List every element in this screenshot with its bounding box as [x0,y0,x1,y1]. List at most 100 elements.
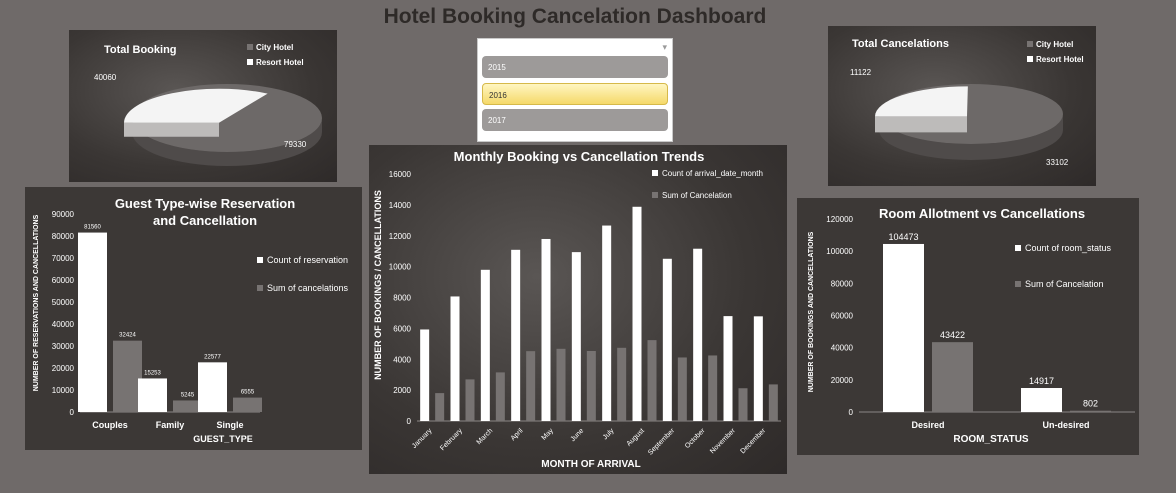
monthly-bar [662,258,672,421]
monthly-y-tick: 10000 [389,263,412,272]
monthly-x-tick: July [602,427,616,441]
guest-type-svg: Guest Type-wise Reservation and Cancellat… [33,196,349,444]
monthly-y-tick: 16000 [389,170,412,179]
guest-type-bar [233,397,262,412]
total-cancelations-title: Total Cancelations [852,38,949,50]
monthly-bar [602,225,612,421]
monthly-bar [541,238,551,421]
monthly-bar [632,206,642,421]
room-allotment-y-tick: 100000 [826,247,853,256]
total-booking-svg: Total Booking City Hotel Resort Hotel 79330… [94,43,322,166]
monthly-bar [571,252,581,421]
monthly-x-tick: May [541,427,556,442]
monthly-bar [738,388,748,421]
monthly-bar [617,347,627,421]
total-booking-data-label: 40060 [94,73,117,82]
monthly-bar [435,393,445,421]
guest-type-title: Guest Type-wise Reservation [115,196,295,211]
total-cancelations-pie-slice-resort-hotel [875,86,968,117]
guest-type-x-tick: Family [156,420,185,430]
room-allotment-y-tick: 0 [849,408,854,417]
monthly-x-tick: June [570,427,586,443]
monthly-bar [693,248,703,421]
guest-type-bar [138,378,167,412]
total-cancelations-legend-swatch [1027,41,1033,47]
monthly-bar [511,249,521,421]
room-allotment-y-tick: 80000 [831,279,854,288]
total-booking-title: Total Booking [104,44,177,56]
guest-type-y-tick: 50000 [52,298,75,307]
room-allotment-bar [883,243,924,412]
monthly-legend-swatch [652,170,658,176]
monthly-bar [753,316,763,421]
total-booking-legend-swatch [247,59,253,65]
room-allotment-data-label: 43422 [940,330,965,340]
total-cancelations-data-label: 33102 [1046,158,1069,167]
monthly-title: Monthly Booking vs Cancellation Trends [454,149,705,164]
total-cancelations-legend-label: City Hotel [1036,40,1073,49]
guest-type-data-label: 32424 [119,333,136,339]
year-slicer[interactable]: ▾ 2015 2016 2017 [477,38,673,142]
monthly-x-tick: April [510,427,525,442]
guest-type-data-label: 15253 [144,370,161,376]
total-booking-legend-label: City Hotel [256,43,293,52]
guest-type-y-tick: 10000 [52,386,75,395]
guest-type-y-tick: 0 [70,408,75,417]
guest-type-title: and Cancellation [153,213,257,228]
clear-filter-icon[interactable]: ▾ [662,42,667,52]
monthly-x-tick: October [684,427,707,450]
monthly-x-tick: December [739,427,767,455]
guest-type-legend-swatch [257,285,263,291]
guest-type-y-tick: 20000 [52,364,75,373]
guest-type-y-tick: 70000 [52,254,75,263]
slicer-item-2017[interactable]: 2017 [482,109,668,131]
room-allotment-data-label: 104473 [888,232,918,242]
dashboard-title: Hotel Booking Cancelation Dashboard [383,5,767,28]
room-allotment-x-label: ROOM_STATUS [953,434,1029,445]
monthly-y-tick: 2000 [393,386,411,395]
monthly-y-tick: 0 [407,417,412,426]
monthly-bar [420,329,430,421]
total-cancelations-svg: Total Cancelations City Hotel Resort Hotel… [850,38,1084,167]
monthly-bar [556,348,566,421]
monthly-bar [723,316,733,421]
monthly-x-tick: September [647,427,677,457]
guest-type-data-label: 22577 [204,354,221,360]
total-booking-legend-swatch [247,44,253,50]
guest-type-y-tick: 60000 [52,276,75,285]
guest-type-data-label: 6555 [241,390,255,396]
monthly-bar [768,384,778,421]
guest-type-y-tick: 90000 [52,210,75,219]
monthly-bar [586,350,596,421]
guest-type-data-label: 5245 [181,392,195,398]
monthly-x-tick: February [439,427,464,452]
monthly-bar [677,357,687,421]
room-allotment-y-tick: 40000 [831,344,854,353]
guest-type-x-tick: Single [216,420,243,430]
monthly-y-tick: 6000 [393,324,411,333]
guest-type-x-label: GUEST_TYPE [193,434,253,444]
monthly-bar [480,269,490,421]
room-allotment-bar [1021,388,1062,412]
guest-type-y-label: NUMBER OF RESERVATIONS AND CANCELLATIONS [33,214,40,391]
slicer-item-2015[interactable]: 2015 [482,56,668,78]
guest-type-chart: Guest Type-wise Reservation and Cancellat… [25,187,362,450]
monthly-bar [495,372,505,421]
room-allotment-legend-label: Count of room_status [1025,243,1112,253]
room-allotment-bar [1070,410,1111,412]
monthly-bar [647,340,657,421]
room-allotment-y-label: NUMBER OF BOOKINGS AND CANCELLATIONS [808,231,815,392]
guest-type-data-label: 81560 [84,225,101,231]
total-cancelations-chart: Total Cancelations City Hotel Resort Hotel… [828,26,1096,186]
slicer-item-2016[interactable]: 2016 [482,83,668,105]
monthly-legend-swatch [652,192,658,198]
monthly-legend-label: Sum of Cancelation [662,191,732,200]
monthly-trend-chart: Monthly Booking vs Cancellation Trends 0 2… [369,145,787,474]
monthly-y-tick: 12000 [389,232,412,241]
room-allotment-legend-label: Sum of Cancelation [1025,279,1104,289]
total-cancelations-legend-swatch [1027,56,1033,62]
guest-type-legend-label: Count of reservation [267,255,348,265]
room-allotment-x-tick: Desired [911,420,944,430]
room-allotment-y-tick: 120000 [826,215,853,224]
monthly-x-tick: August [626,427,646,447]
